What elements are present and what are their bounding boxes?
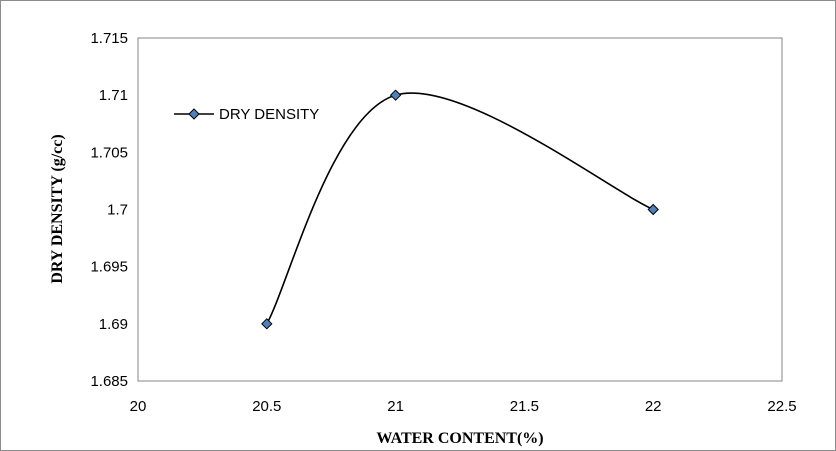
x-tick-label: 21.5 — [510, 398, 539, 415]
x-tick-label: 21 — [387, 398, 404, 415]
plot-area — [137, 37, 783, 382]
y-tick-label: 1.705 — [90, 144, 128, 161]
data-point-marker — [261, 318, 273, 330]
data-point-marker — [647, 203, 659, 216]
x-tick-label: 22.5 — [767, 398, 796, 415]
x-tick-label: 22 — [645, 398, 662, 415]
y-tick-label: 1.685 — [90, 373, 128, 390]
y-tick-label: 1.715 — [90, 30, 128, 47]
data-markers — [261, 89, 659, 330]
legend-diamond-icon — [188, 108, 200, 120]
x-tick-label: 20.5 — [252, 398, 281, 415]
x-tick-label: 20 — [130, 398, 147, 415]
y-tick-label: 1.69 — [99, 316, 128, 333]
y-tick-labels: 1.715 1.71 1.705 1.7 1.695 1.69 1.685 — [90, 30, 128, 390]
y-tick-label: 1.7 — [107, 202, 128, 219]
x-tick-labels: 20 20.5 21 21.5 22 22.5 — [130, 398, 797, 415]
y-axis-title: DRY DENSITY (g/cc) — [49, 134, 66, 283]
legend: DRY DENSITY — [174, 106, 319, 123]
y-tick-label: 1.71 — [99, 87, 128, 104]
y-tick-label: 1.695 — [90, 259, 128, 276]
legend-label: DRY DENSITY — [219, 106, 319, 123]
x-axis-title: WATER CONTENT(%) — [376, 430, 543, 447]
data-point-marker — [389, 89, 402, 101]
